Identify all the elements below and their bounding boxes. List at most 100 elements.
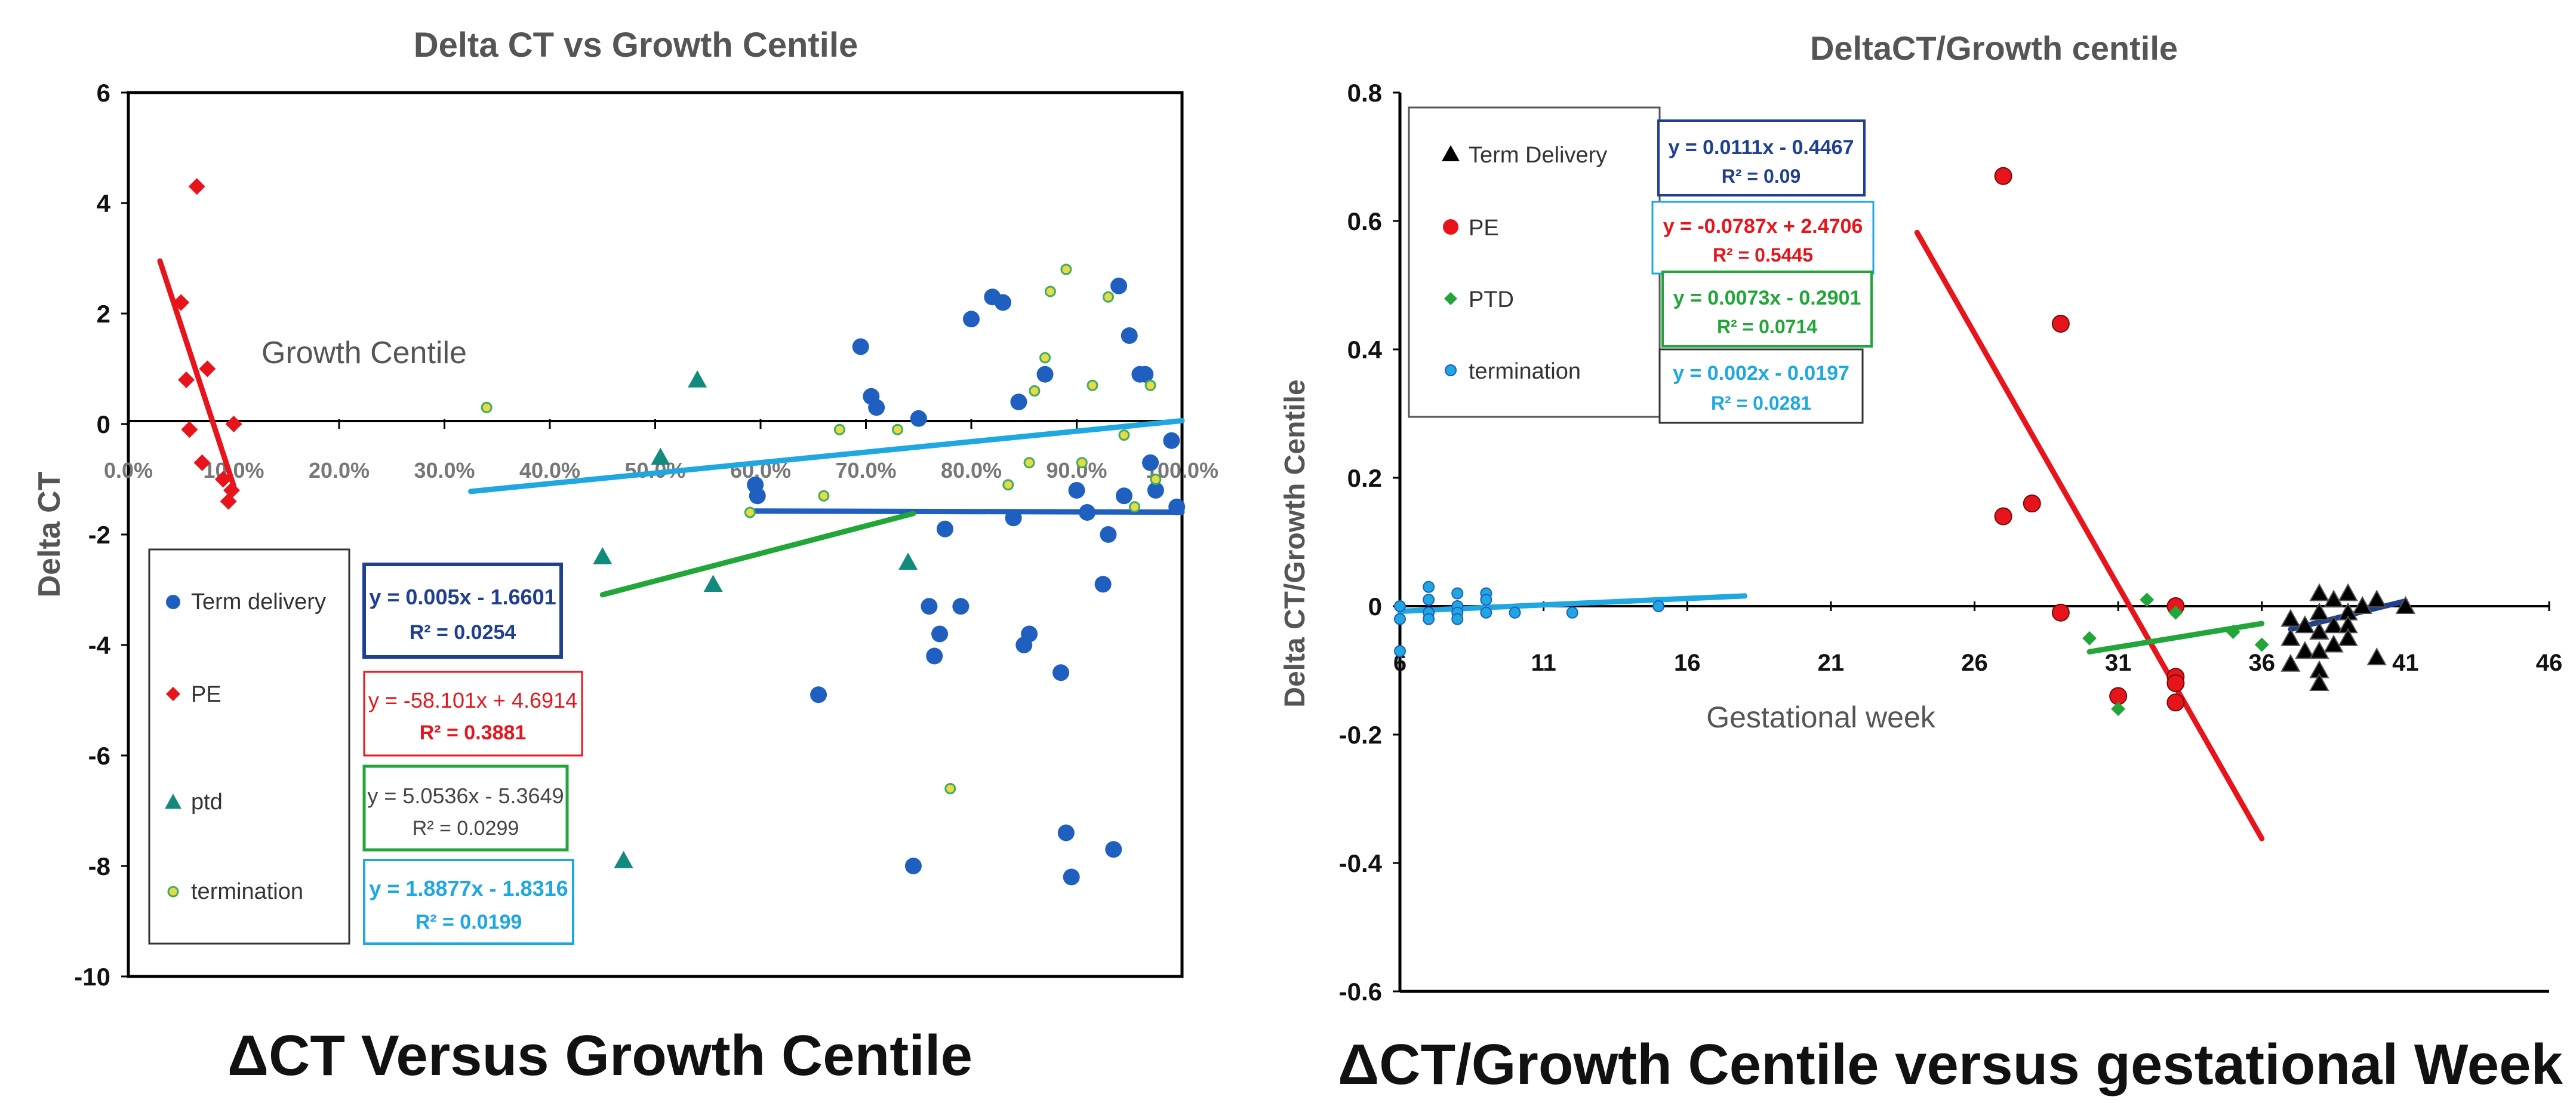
right-legend-label-ptd: PTD bbox=[1469, 287, 1514, 312]
right-ytick-label: -0.4 bbox=[1339, 849, 1383, 877]
left-x-axis-ticks: 0.0% 10.0% 20.0% 30.0% 40.0% 50.0% 60.0% 70.0% 8… bbox=[104, 419, 1218, 483]
right-xtick-label: 46 bbox=[2536, 650, 2563, 676]
left-ytick-label: -8 bbox=[88, 852, 110, 880]
chart-delta-ct-vs-growth-centile: Delta CT vs Growth Centile -10 -8 -6 -4 -2 0 2… bbox=[32, 26, 1218, 1088]
left-point-term-delivery bbox=[749, 487, 766, 505]
left-point-term-delivery bbox=[1057, 824, 1075, 841]
right-eq-r2-termination: R² = 0.0281 bbox=[1711, 392, 1811, 414]
left-point-termination bbox=[1076, 457, 1088, 469]
left-point-ptd bbox=[898, 552, 918, 570]
left-eq-text-ptd: y = 5.0536x - 5.3649 bbox=[367, 784, 564, 808]
right-trendline-pe bbox=[1914, 229, 2265, 841]
right-point-term-delivery bbox=[2309, 672, 2329, 691]
right-point-term-delivery bbox=[2295, 641, 2315, 659]
left-trendline-pe bbox=[157, 258, 236, 489]
right-point-term-delivery bbox=[2280, 653, 2301, 672]
right-point-pe bbox=[2023, 494, 2041, 512]
left-ytick-label: -6 bbox=[88, 742, 110, 770]
right-point-termination bbox=[1566, 606, 1578, 619]
left-point-termination bbox=[1029, 385, 1041, 397]
left-data-points bbox=[173, 178, 1186, 886]
left-point-termination bbox=[1023, 457, 1035, 469]
left-point-ptd bbox=[651, 447, 670, 465]
right-legend-label-pe: PE bbox=[1469, 216, 1499, 241]
chart-delta-ct-growth-vs-gestational-week: DeltaCT/Growth centile -0.6 -0.4 -0.2 0 0.2 0… bbox=[1279, 29, 2563, 1096]
right-ytick-label: 0.6 bbox=[1347, 207, 1382, 235]
left-point-term-delivery bbox=[1021, 625, 1038, 643]
right-chart-caption: ΔCT/Growth Centile versus gestational We… bbox=[1338, 1033, 2563, 1096]
left-point-termination bbox=[481, 401, 493, 413]
left-point-termination bbox=[1118, 429, 1130, 441]
left-point-term-delivery bbox=[994, 294, 1011, 311]
left-equation-pe: y = -58.101x + 4.6914 R² = 0.3881 bbox=[363, 671, 583, 757]
right-ytick-label: 0.4 bbox=[1347, 336, 1383, 364]
left-xtick-label: 70.0% bbox=[835, 458, 896, 483]
left-trendlines bbox=[157, 258, 1185, 598]
left-xtick-label: 80.0% bbox=[941, 458, 1002, 483]
right-xlabel-background bbox=[1666, 692, 1976, 735]
left-y-axis-ticks: -10 -8 -6 -4 -2 0 2 4 6 bbox=[74, 79, 128, 991]
right-legend-marker-termination bbox=[1445, 364, 1457, 376]
left-eq-r2-termination: R² = 0.0199 bbox=[416, 911, 522, 933]
left-point-ptd bbox=[688, 370, 707, 388]
right-point-ptd bbox=[2111, 702, 2126, 716]
right-point-term-delivery bbox=[2295, 615, 2315, 634]
left-point-pe bbox=[225, 416, 242, 432]
left-point-term-delivery bbox=[921, 598, 938, 615]
left-point-termination bbox=[1150, 474, 1162, 485]
right-point-pe bbox=[1994, 167, 2012, 185]
left-legend: Term delivery PE ptd termination bbox=[165, 589, 326, 904]
left-point-term-delivery bbox=[1094, 576, 1112, 593]
left-point-termination bbox=[833, 423, 845, 435]
left-point-termination bbox=[891, 423, 903, 435]
right-legend-marker-term-delivery bbox=[1442, 145, 1460, 161]
left-point-term-delivery bbox=[1052, 664, 1070, 681]
left-eq-r2-term-delivery: R² = 0.0254 bbox=[410, 621, 516, 644]
left-point-termination bbox=[1039, 352, 1051, 364]
right-point-term-delivery bbox=[2309, 583, 2329, 601]
right-ytick-label: 0 bbox=[1368, 592, 1382, 621]
right-data-points bbox=[1394, 167, 2416, 716]
left-point-term-delivery bbox=[1036, 366, 1054, 383]
left-point-pe bbox=[181, 421, 198, 438]
left-eq-text-term-delivery: y = 0.005x - 1.6601 bbox=[369, 585, 556, 609]
left-xtick-label: 20.0% bbox=[309, 458, 370, 483]
right-eq-r2-pe: R² = 0.5445 bbox=[1713, 244, 1813, 266]
right-point-pe bbox=[2051, 603, 2070, 622]
right-point-termination bbox=[1451, 613, 1464, 625]
right-eq-r2-ptd: R² = 0.0714 bbox=[1717, 316, 1817, 337]
right-eq-text-termination: y = 0.002x - 0.0197 bbox=[1673, 362, 1849, 385]
left-point-termination bbox=[1087, 379, 1098, 391]
left-ytick-label: 4 bbox=[97, 189, 111, 217]
left-ytick-label: 0 bbox=[97, 410, 110, 438]
left-xtick-label: 40.0% bbox=[519, 458, 580, 483]
left-point-term-delivery bbox=[1063, 868, 1080, 886]
right-point-pe bbox=[2051, 315, 2070, 333]
right-point-pe bbox=[2166, 674, 2185, 692]
left-point-term-delivery bbox=[868, 399, 885, 416]
left-point-term-delivery bbox=[1121, 327, 1138, 344]
left-xtick-label: 30.0% bbox=[414, 458, 475, 483]
right-legend-label-term-delivery: Term Delivery bbox=[1469, 143, 1607, 168]
right-xtick-label: 21 bbox=[1818, 650, 1845, 676]
left-legend-marker-term-delivery bbox=[166, 595, 180, 609]
right-point-term-delivery bbox=[2366, 589, 2387, 608]
left-eq-text-pe: y = -58.101x + 4.6914 bbox=[368, 688, 577, 712]
right-point-term-delivery bbox=[2280, 628, 2301, 646]
right-eq-text-pe: y = -0.0787x + 2.4706 bbox=[1663, 215, 1863, 238]
left-legend-label-pe: PE bbox=[191, 682, 221, 707]
left-point-term-delivery bbox=[1137, 366, 1154, 383]
left-point-term-delivery bbox=[1142, 454, 1159, 471]
right-equation-pe: y = -0.0787x + 2.4706 R² = 0.5445 bbox=[1651, 201, 1875, 275]
left-legend-label-term-delivery: Term delivery bbox=[191, 589, 326, 615]
right-point-termination bbox=[1652, 600, 1665, 612]
right-point-termination bbox=[1394, 645, 1406, 658]
right-point-term-delivery bbox=[2338, 628, 2358, 646]
left-ytick-label: -4 bbox=[88, 631, 111, 659]
left-ytick-label: -2 bbox=[88, 521, 110, 549]
left-point-pe bbox=[178, 371, 195, 388]
left-ytick-label: 2 bbox=[97, 300, 110, 328]
left-eq-text-termination: y = 1.8877x - 1.8316 bbox=[369, 876, 568, 901]
left-trendline-term-delivery bbox=[752, 508, 1185, 515]
